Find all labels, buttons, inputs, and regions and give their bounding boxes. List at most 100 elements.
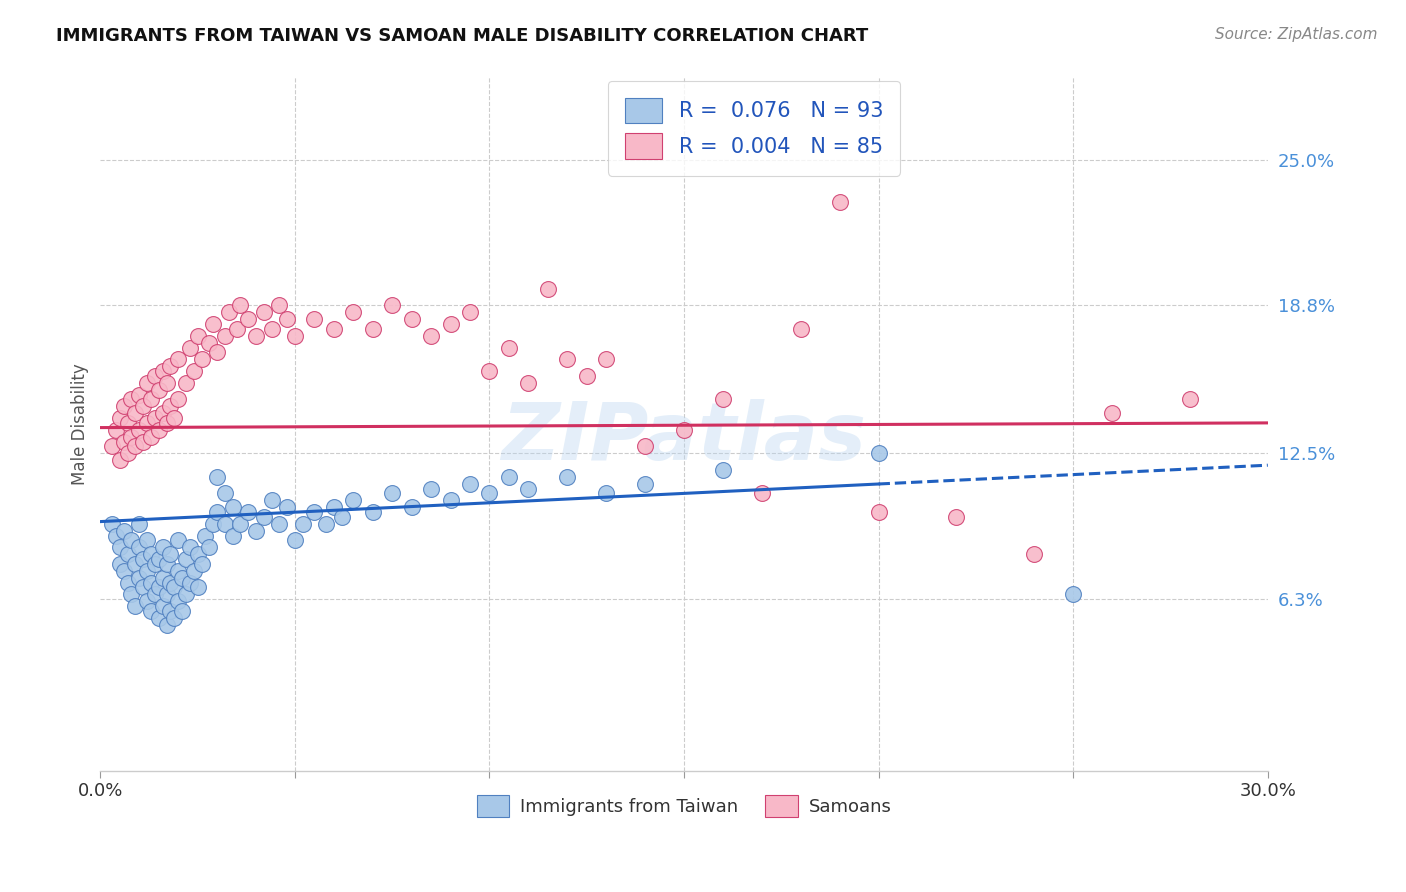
Point	[225, 322, 247, 336]
Point	[595, 486, 617, 500]
Point	[221, 500, 243, 515]
Point	[198, 336, 221, 351]
Point	[124, 557, 146, 571]
Point	[202, 516, 225, 531]
Point	[205, 470, 228, 484]
Point	[167, 533, 190, 548]
Point	[183, 564, 205, 578]
Point	[128, 387, 150, 401]
Point	[148, 383, 170, 397]
Point	[276, 500, 298, 515]
Point	[198, 541, 221, 555]
Point	[121, 533, 143, 548]
Point	[322, 322, 344, 336]
Point	[361, 322, 384, 336]
Point	[673, 423, 696, 437]
Point	[1178, 392, 1201, 407]
Point	[517, 482, 540, 496]
Point	[139, 575, 162, 590]
Point	[117, 416, 139, 430]
Point	[174, 552, 197, 566]
Point	[143, 557, 166, 571]
Point	[711, 463, 734, 477]
Point	[139, 604, 162, 618]
Point	[245, 524, 267, 538]
Point	[330, 509, 353, 524]
Point	[108, 411, 131, 425]
Point	[557, 352, 579, 367]
Point	[167, 352, 190, 367]
Point	[143, 368, 166, 383]
Point	[342, 305, 364, 319]
Point	[291, 516, 314, 531]
Point	[458, 477, 481, 491]
Point	[155, 618, 177, 632]
Point	[101, 439, 124, 453]
Point	[152, 407, 174, 421]
Point	[284, 533, 307, 548]
Point	[260, 493, 283, 508]
Text: IMMIGRANTS FROM TAIWAN VS SAMOAN MALE DISABILITY CORRELATION CHART: IMMIGRANTS FROM TAIWAN VS SAMOAN MALE DI…	[56, 27, 869, 45]
Point	[269, 298, 291, 312]
Point	[143, 587, 166, 601]
Point	[381, 486, 404, 500]
Point	[229, 298, 252, 312]
Point	[163, 611, 186, 625]
Point	[148, 581, 170, 595]
Point	[159, 604, 181, 618]
Point	[148, 423, 170, 437]
Point	[790, 322, 813, 336]
Point	[132, 552, 155, 566]
Point	[159, 359, 181, 374]
Point	[132, 400, 155, 414]
Point	[112, 524, 135, 538]
Point	[155, 376, 177, 390]
Point	[304, 312, 326, 326]
Point	[214, 329, 236, 343]
Point	[214, 516, 236, 531]
Point	[136, 564, 159, 578]
Point	[128, 516, 150, 531]
Point	[253, 509, 276, 524]
Point	[143, 411, 166, 425]
Point	[634, 477, 657, 491]
Point	[108, 541, 131, 555]
Point	[537, 282, 560, 296]
Point	[238, 505, 260, 519]
Point	[124, 439, 146, 453]
Point	[342, 493, 364, 508]
Point	[205, 345, 228, 359]
Point	[128, 541, 150, 555]
Point	[218, 305, 240, 319]
Point	[1024, 548, 1046, 562]
Point	[108, 453, 131, 467]
Point	[187, 329, 209, 343]
Point	[117, 575, 139, 590]
Point	[170, 604, 193, 618]
Point	[595, 352, 617, 367]
Point	[260, 322, 283, 336]
Point	[322, 500, 344, 515]
Point	[152, 571, 174, 585]
Point	[112, 434, 135, 449]
Point	[187, 581, 209, 595]
Point	[498, 470, 520, 484]
Point	[179, 575, 201, 590]
Point	[117, 446, 139, 460]
Point	[229, 516, 252, 531]
Text: Source: ZipAtlas.com: Source: ZipAtlas.com	[1215, 27, 1378, 42]
Point	[163, 411, 186, 425]
Point	[1062, 587, 1084, 601]
Point	[179, 341, 201, 355]
Point	[121, 587, 143, 601]
Y-axis label: Male Disability: Male Disability	[72, 363, 89, 485]
Point	[361, 505, 384, 519]
Point	[828, 194, 851, 209]
Point	[478, 364, 501, 378]
Point	[276, 312, 298, 326]
Point	[163, 581, 186, 595]
Point	[155, 557, 177, 571]
Point	[711, 392, 734, 407]
Point	[174, 376, 197, 390]
Point	[139, 392, 162, 407]
